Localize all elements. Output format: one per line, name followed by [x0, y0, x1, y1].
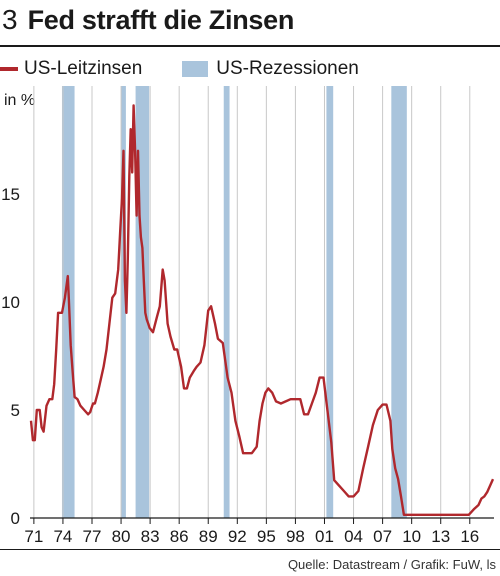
y-tick-label-10: 10 — [1, 293, 20, 312]
legend-item-leitzinsen: US-Leitzinsen — [0, 58, 142, 80]
x-tick-label-07: 07 — [373, 527, 392, 546]
legend-label-leitzinsen: US-Leitzinsen — [24, 58, 143, 79]
chart-heading: 3 Fed strafft die Zinsen — [2, 4, 294, 40]
recession-band-4 — [326, 86, 334, 518]
x-tick-label-10: 10 — [402, 527, 421, 546]
y-tick-label-15: 15 — [1, 185, 20, 204]
x-tick-label-83: 83 — [141, 527, 160, 546]
x-tick-label-71: 71 — [24, 527, 43, 546]
series-line-leitzinsen — [29, 104, 495, 516]
title-divider — [0, 45, 500, 47]
x-tick-label-95: 95 — [257, 527, 276, 546]
x-tick-label-92: 92 — [228, 527, 247, 546]
recession-band-1 — [121, 86, 126, 518]
x-tick-label-98: 98 — [286, 527, 305, 546]
chart-title: Fed strafft die Zinsen — [27, 5, 295, 35]
y-unit-label: in % — [4, 92, 36, 109]
x-tick-label-89: 89 — [199, 527, 218, 546]
x-tick-label-86: 86 — [170, 527, 189, 546]
y-tick-label-0: 0 — [11, 509, 20, 528]
legend-item-rezessionen: US-Rezessionen — [182, 58, 359, 80]
x-tick-label-77: 77 — [83, 527, 102, 546]
chart-number: 3 — [2, 4, 18, 35]
x-tick-label-13: 13 — [431, 527, 450, 546]
legend-swatch-box — [182, 61, 209, 77]
legend-label-rezessionen: US-Rezessionen — [216, 58, 359, 79]
x-tick-label-74: 74 — [53, 527, 72, 546]
source-note: Quelle: Datastream / Grafik: FuW, ls — [287, 557, 496, 572]
y-tick-label-5: 5 — [11, 401, 20, 420]
footer-divider — [0, 549, 500, 550]
legend-swatch-line — [0, 67, 18, 71]
x-tick-label-16: 16 — [460, 527, 479, 546]
recession-band-3 — [223, 86, 230, 518]
legend: US-Leitzinsen US-Rezessionen — [0, 54, 399, 84]
recession-band-5 — [391, 86, 407, 518]
x-tick-label-04: 04 — [344, 527, 363, 546]
x-tick-label-80: 80 — [112, 527, 131, 546]
x-tick-label-01: 01 — [315, 527, 334, 546]
